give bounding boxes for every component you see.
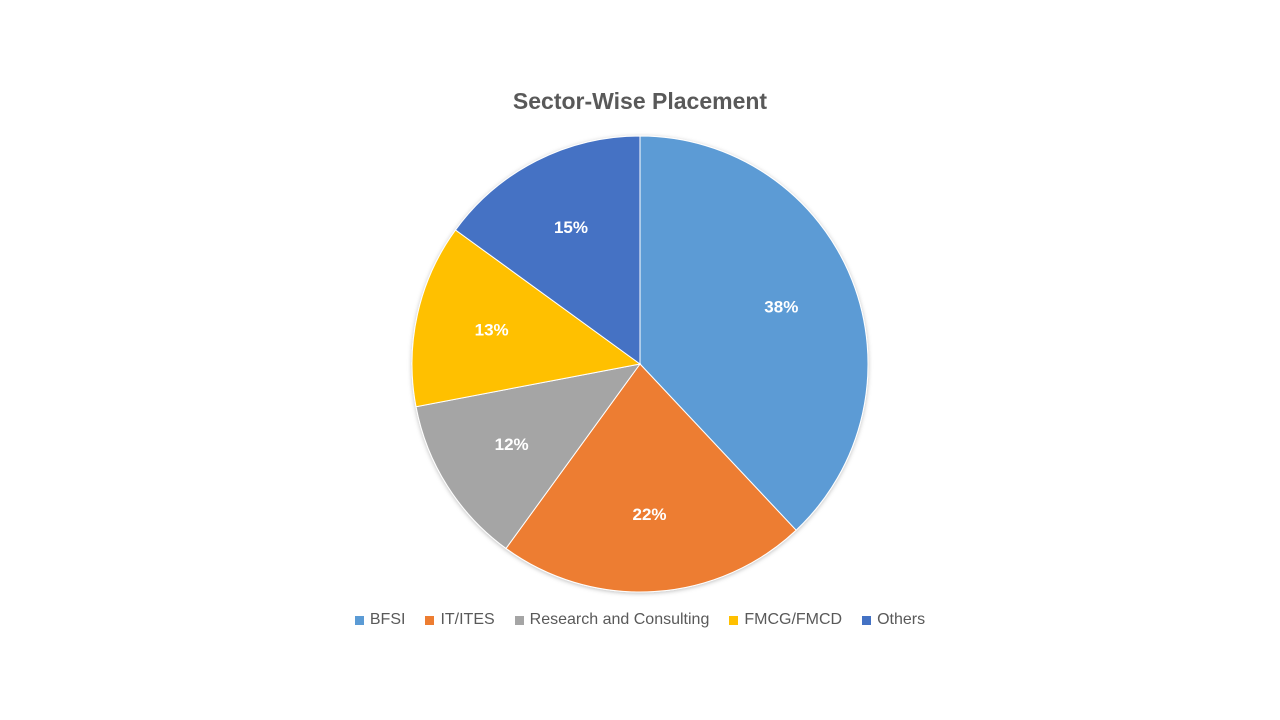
data-label-fmcg-fmcd: 13% [475, 320, 509, 339]
legend-swatch [514, 615, 524, 625]
pie-slice-it-ites [505, 363, 797, 593]
legend-label: BFSI [369, 611, 406, 628]
legend-swatch [354, 615, 364, 625]
chart-legend: BFSI IT/ITES Research and Consulting FMCG/F… [0, 611, 1280, 629]
legend-label: FMCG/FMCD [744, 611, 843, 628]
legend-item-bfsi: BFSI [354, 611, 406, 629]
legend-item-it-ites: IT/ITES [425, 611, 495, 629]
legend-label: IT/ITES [440, 611, 495, 628]
pie-slice-others [454, 135, 641, 365]
data-label-it-ites: 22% [633, 505, 667, 524]
legend-label: Research and Consulting [529, 611, 710, 628]
legend-swatch [425, 615, 435, 625]
pie-slice-bfsi [639, 135, 869, 531]
data-label-others: 15% [554, 218, 588, 237]
pie-slice-research-and-consulting [415, 363, 642, 550]
legend-swatch [729, 615, 739, 625]
legend-item-research-and-consulting: Research and Consulting [514, 611, 710, 629]
chart-title: Sector-Wise Placement [512, 88, 768, 114]
data-label-bfsi: 38% [764, 298, 798, 317]
pie-slice-fmcg-fmcd [411, 229, 642, 408]
legend-label: Others [877, 611, 926, 628]
data-label-research-and-consulting: 12% [495, 435, 529, 454]
legend-item-fmcg-fmcd: FMCG/FMCD [729, 611, 842, 629]
legend-item-others: Others [862, 611, 925, 629]
legend-swatch [862, 615, 872, 625]
